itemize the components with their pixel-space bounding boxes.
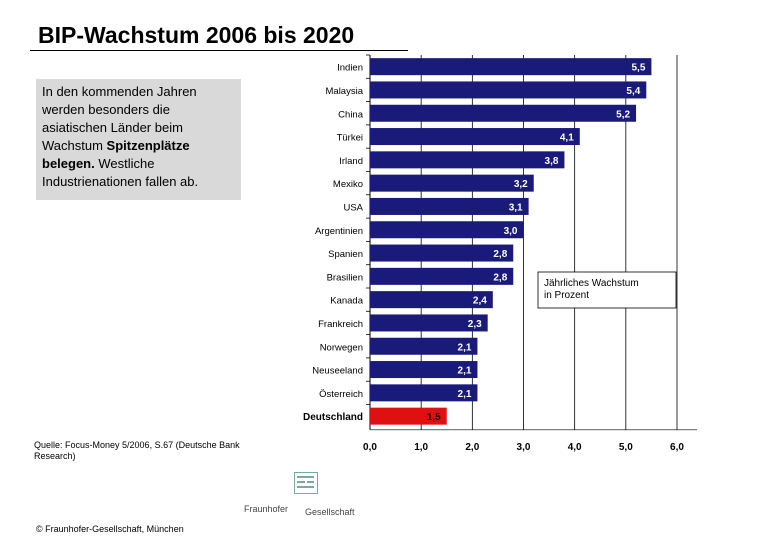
bar-value-label: 3,0 — [504, 226, 518, 237]
bar — [370, 267, 514, 285]
bar — [370, 291, 493, 309]
bar-value-label: 5,4 — [626, 86, 640, 97]
bar-value-label: 2,3 — [468, 319, 482, 330]
category-label: Neuseeland — [312, 366, 363, 377]
category-label: Norwegen — [320, 342, 363, 353]
x-tick-label: 1,0 — [414, 442, 428, 453]
bar-value-label: 2,1 — [458, 389, 472, 400]
category-label: Kanada — [330, 296, 363, 307]
x-tick-label: 3,0 — [517, 442, 531, 453]
bar — [370, 361, 478, 379]
x-tick-label: 2,0 — [465, 442, 479, 453]
category-label: Spanien — [328, 249, 363, 260]
bar — [370, 337, 478, 355]
bar-value-label: 1,5 — [427, 412, 441, 423]
bar — [370, 128, 580, 146]
bar-value-label: 5,2 — [616, 109, 630, 120]
bar-value-label: 3,2 — [514, 179, 528, 190]
bar-value-label: 3,8 — [545, 156, 559, 167]
category-label: Mexiko — [333, 179, 363, 190]
bar — [370, 197, 529, 215]
category-label: Indien — [337, 63, 363, 74]
fraunhofer-logo-mark — [294, 472, 318, 494]
legend-note: Jährliches Wachstum in Prozent — [544, 278, 639, 301]
category-label: Türkei — [337, 133, 363, 144]
logo-word-gesellschaft: Gesellschaft — [305, 507, 355, 517]
page-title: BIP-Wachstum 2006 bis 2020 — [38, 22, 355, 48]
logo-word-fraunhofer: Fraunhofer — [244, 504, 289, 514]
category-label: USA — [343, 202, 363, 213]
bar — [370, 81, 647, 99]
bar-value-label: 2,8 — [493, 249, 507, 260]
category-label: Frankreich — [318, 319, 363, 330]
bar-value-label: 2,1 — [458, 342, 472, 353]
bar — [370, 384, 478, 402]
bar — [370, 104, 637, 122]
fraunhofer-logo: Fraunhofer Gesellschaft — [244, 470, 364, 520]
bar — [370, 221, 524, 239]
category-label: Deutschland — [303, 412, 363, 423]
copyright-note: © Fraunhofer-Gesellschaft, München — [36, 524, 184, 534]
bar-value-label: 2,1 — [458, 366, 472, 377]
bar — [370, 314, 488, 332]
bar-value-label: 2,4 — [473, 296, 487, 307]
bar — [370, 244, 514, 262]
category-label: China — [338, 109, 364, 120]
bar-value-label: 4,1 — [560, 133, 574, 144]
title-divider — [30, 50, 408, 51]
x-tick-label: 6,0 — [670, 442, 684, 453]
bar — [370, 151, 565, 169]
bar-value-label: 5,5 — [632, 63, 646, 74]
intro-highlight: Spitzenplätze belegen. — [42, 138, 190, 171]
intro-text: In den kommenden Jahren werden besonders… — [42, 84, 197, 153]
bar — [370, 174, 534, 192]
x-tick-label: 5,0 — [619, 442, 633, 453]
x-tick-label: 0,0 — [363, 442, 377, 453]
x-tick-label: 4,0 — [568, 442, 582, 453]
bar — [370, 407, 447, 425]
category-label: Malaysia — [326, 86, 364, 97]
category-label: Irland — [339, 156, 363, 167]
intro-textbox: In den kommenden Jahren werden besonders… — [36, 79, 241, 200]
bar-value-label: 3,1 — [509, 202, 523, 213]
category-label: Brasilien — [327, 272, 363, 283]
category-label: Österreich — [319, 389, 363, 400]
legend-note-box — [537, 271, 677, 309]
source-note: Quelle: Focus-Money 5/2006, S.67 (Deutsc… — [34, 440, 240, 461]
bar — [370, 58, 652, 76]
intro-text-end: Westliche Industrienationen fallen ab. — [42, 156, 199, 189]
category-label: Argentinien — [315, 226, 363, 237]
bar-value-label: 2,8 — [493, 272, 507, 283]
